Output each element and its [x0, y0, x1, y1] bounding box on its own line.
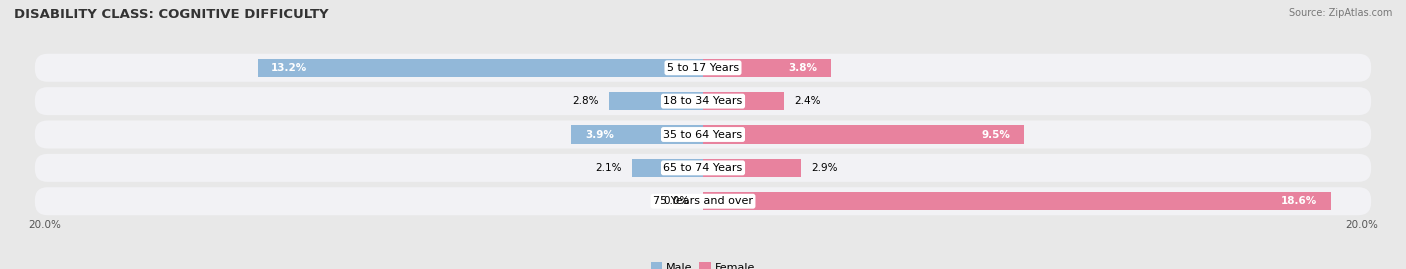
Text: 9.5%: 9.5% — [981, 129, 1010, 140]
Text: 18 to 34 Years: 18 to 34 Years — [664, 96, 742, 106]
FancyBboxPatch shape — [35, 154, 1371, 182]
Text: 35 to 64 Years: 35 to 64 Years — [664, 129, 742, 140]
Text: 3.9%: 3.9% — [585, 129, 614, 140]
Bar — [571, 125, 703, 144]
Text: 65 to 74 Years: 65 to 74 Years — [664, 163, 742, 173]
Text: 2.8%: 2.8% — [572, 96, 599, 106]
Text: 0.0%: 0.0% — [664, 196, 689, 206]
FancyBboxPatch shape — [35, 54, 1371, 82]
Bar — [703, 159, 801, 177]
Text: 13.2%: 13.2% — [271, 63, 308, 73]
FancyBboxPatch shape — [35, 121, 1371, 148]
Text: 2.9%: 2.9% — [811, 163, 838, 173]
Text: 75 Years and over: 75 Years and over — [652, 196, 754, 206]
Text: Source: ZipAtlas.com: Source: ZipAtlas.com — [1288, 8, 1392, 18]
Bar — [703, 192, 1330, 210]
Text: 5 to 17 Years: 5 to 17 Years — [666, 63, 740, 73]
Text: DISABILITY CLASS: COGNITIVE DIFFICULTY: DISABILITY CLASS: COGNITIVE DIFFICULTY — [14, 8, 329, 21]
FancyBboxPatch shape — [35, 187, 1371, 215]
Bar — [257, 59, 703, 77]
Text: 2.1%: 2.1% — [596, 163, 621, 173]
Text: 20.0%: 20.0% — [1346, 220, 1378, 230]
FancyBboxPatch shape — [35, 87, 1371, 115]
Text: 20.0%: 20.0% — [28, 220, 60, 230]
Text: 3.8%: 3.8% — [789, 63, 818, 73]
Legend: Male, Female: Male, Female — [647, 258, 759, 269]
Text: 2.4%: 2.4% — [794, 96, 821, 106]
Bar — [703, 92, 785, 110]
Text: 18.6%: 18.6% — [1281, 196, 1317, 206]
Bar — [609, 92, 703, 110]
Bar — [703, 125, 1024, 144]
Bar — [703, 59, 831, 77]
Bar — [633, 159, 703, 177]
